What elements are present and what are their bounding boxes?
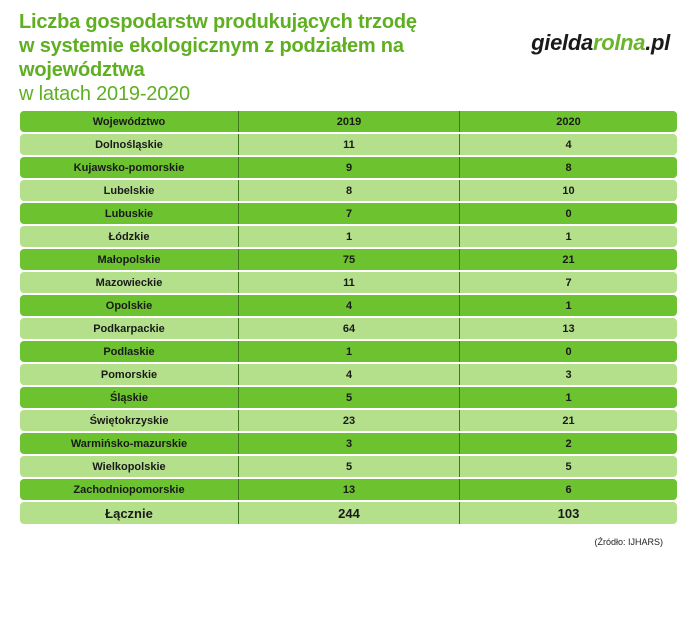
table-row: Lubelskie 8 10: [20, 180, 677, 201]
table-header-row: Województwo 2019 2020: [20, 111, 677, 132]
cell-region: Lubuskie: [20, 203, 239, 224]
cell-region: Lubelskie: [20, 180, 239, 201]
cell-2019: 7: [239, 203, 460, 224]
cell-2020: 21: [562, 253, 575, 266]
cell-2020: 3: [565, 368, 572, 381]
cell-region: Dolnośląskie: [20, 134, 239, 155]
header-cell-2020: 2020: [556, 115, 581, 128]
cell-region: Warmińsko-mazurskie: [20, 433, 239, 454]
table-row: Podlaskie 1 0: [20, 341, 677, 362]
table-row: Mazowieckie 11 7: [20, 272, 677, 293]
cell-region: Łódzkie: [20, 226, 239, 247]
cell-2019: 11: [239, 134, 460, 155]
cell-region: Wielkopolskie: [20, 456, 239, 477]
cell-region: Opolskie: [20, 295, 239, 316]
table-row: Śląskie 5 1: [20, 387, 677, 408]
title-line-1: Liczba gospodarstw produkujących trzodę: [19, 11, 417, 33]
total-label: Łącznie: [20, 502, 239, 524]
cell-region: Mazowieckie: [20, 272, 239, 293]
total-2019: 244: [239, 502, 460, 524]
cell-2019: 4: [239, 295, 460, 316]
logo-part-2: rolna: [592, 30, 646, 55]
table-row: Pomorskie 4 3: [20, 364, 677, 385]
cell-region: Świętokrzyskie: [20, 410, 239, 431]
logo: gieldarolna.pl: [531, 30, 670, 56]
header-cell-region: Województwo: [20, 111, 239, 132]
cell-region: Podkarpackie: [20, 318, 239, 339]
cell-2020: 1: [565, 230, 572, 243]
table-row: Lubuskie 7 0: [20, 203, 677, 224]
cell-2020: 13: [562, 322, 575, 335]
title-line-3: w latach 2019-2020: [19, 83, 190, 105]
cell-region: Małopolskie: [20, 249, 239, 270]
page-title: Liczba gospodarstw produkujących trzodę …: [19, 10, 499, 106]
cell-region: Pomorskie: [20, 364, 239, 385]
table-row: Opolskie 4 1: [20, 295, 677, 316]
cell-2020: 4: [565, 138, 572, 151]
cell-2019: 23: [239, 410, 460, 431]
header-cell-2019: 2019: [239, 111, 460, 132]
cell-2020: 1: [565, 299, 572, 312]
table-row: Małopolskie 75 21: [20, 249, 677, 270]
cell-2019: 4: [239, 364, 460, 385]
cell-region: Podlaskie: [20, 341, 239, 362]
cell-2020: 7: [565, 276, 572, 289]
logo-part-1: gielda: [531, 30, 593, 55]
cell-2020: 2: [565, 437, 572, 450]
cell-2019: 64: [239, 318, 460, 339]
cell-2019: 8: [239, 180, 460, 201]
cell-2019: 1: [239, 341, 460, 362]
cell-2020: 8: [565, 161, 572, 174]
cell-2020: 0: [565, 345, 572, 358]
table-row: Warmińsko-mazurskie 3 2: [20, 433, 677, 454]
cell-2020: 10: [562, 184, 575, 197]
cell-2019: 5: [239, 387, 460, 408]
cell-2019: 5: [239, 456, 460, 477]
cell-2020: 0: [565, 207, 572, 220]
data-table: Województwo 2019 2020 Dolnośląskie 11 4 Kuj…: [20, 111, 677, 526]
table-row: Podkarpackie 64 13: [20, 318, 677, 339]
cell-2020: 6: [565, 483, 572, 496]
total-2020: 103: [557, 505, 580, 521]
table-row: Świętokrzyskie 23 21: [20, 410, 677, 431]
cell-2019: 11: [239, 272, 460, 293]
table-row: Zachodniopomorskie 13 6: [20, 479, 677, 500]
title-line-2: w systemie ekologicznym z podziałem na w…: [19, 35, 404, 81]
logo-part-3: .pl: [645, 30, 670, 55]
table-body: Dolnośląskie 11 4 Kujawsko-pomorskie 9 8 Lubel…: [20, 134, 677, 500]
cell-2019: 9: [239, 157, 460, 178]
cell-2019: 3: [239, 433, 460, 454]
cell-2019: 1: [239, 226, 460, 247]
table-row: Kujawsko-pomorskie 9 8: [20, 157, 677, 178]
table-row: Łódzkie 1 1: [20, 226, 677, 247]
cell-2020: 1: [565, 391, 572, 404]
cell-region: Śląskie: [20, 387, 239, 408]
table-row: Wielkopolskie 5 5: [20, 456, 677, 477]
cell-region: Zachodniopomorskie: [20, 479, 239, 500]
table-total-row: Łącznie 244 103: [20, 502, 677, 524]
source-note: (Źródło: IJHARS): [594, 537, 663, 547]
cell-region: Kujawsko-pomorskie: [20, 157, 239, 178]
cell-2019: 13: [239, 479, 460, 500]
table-row: Dolnośląskie 11 4: [20, 134, 677, 155]
cell-2020: 21: [562, 414, 575, 427]
cell-2020: 5: [565, 460, 572, 473]
cell-2019: 75: [239, 249, 460, 270]
